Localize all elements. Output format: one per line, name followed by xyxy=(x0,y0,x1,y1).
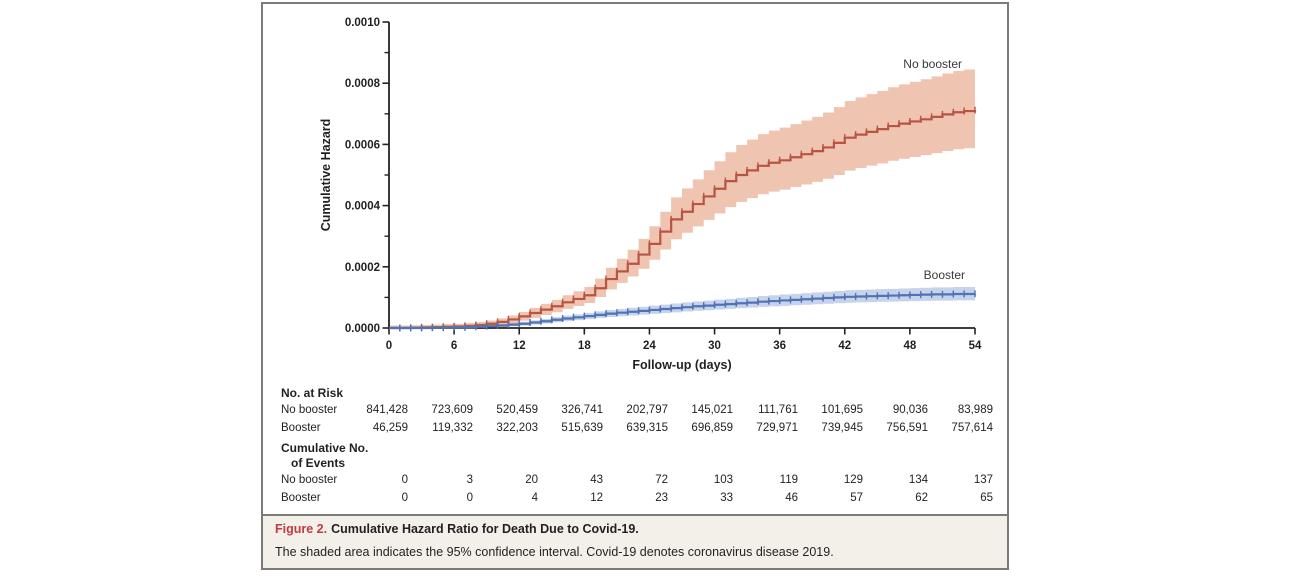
table-cell: 33 xyxy=(720,492,733,504)
x-tick-label: 6 xyxy=(451,340,457,352)
table-cell: 137 xyxy=(973,474,993,486)
y-axis-title: Cumulative Hazard xyxy=(319,119,333,232)
no-booster-ci-band xyxy=(389,68,975,328)
table-cell: 3 xyxy=(466,474,473,486)
table-cell: 145,021 xyxy=(691,404,733,416)
figure-number-label: Figure 2. xyxy=(275,522,328,536)
hazard-chart: 0.0000 0.0002 0.0004 0.0006 0.0008 0.0010 0 6 12… xyxy=(319,17,982,372)
y-tick-label: 0.0000 xyxy=(345,323,380,335)
table-cell: 729,971 xyxy=(756,422,798,434)
x-axis-title: Follow-up (days) xyxy=(632,358,731,372)
table-row-label: Booster xyxy=(281,492,321,504)
table-row-label: No booster xyxy=(281,474,338,486)
table-cell: 103 xyxy=(713,474,733,486)
table-cell: 723,609 xyxy=(431,404,473,416)
table-cell: 43 xyxy=(590,474,603,486)
table-cell: 101,695 xyxy=(821,404,863,416)
table-cell: 841,428 xyxy=(366,404,408,416)
figure-panel: 0.0000 0.0002 0.0004 0.0006 0.0008 0.0010 0 6 12… xyxy=(261,2,1009,570)
table-cell: 72 xyxy=(655,474,668,486)
table-cell: 90,036 xyxy=(892,404,928,416)
caption-body: The shaded area indicates the 95% confid… xyxy=(275,545,834,559)
table-cell: 4 xyxy=(531,492,538,504)
table-cell: 46,259 xyxy=(372,422,408,434)
x-tick-label: 30 xyxy=(708,340,721,352)
x-tick-label: 18 xyxy=(578,340,591,352)
table-cell: 326,741 xyxy=(561,404,603,416)
x-tick-label: 0 xyxy=(386,340,392,352)
table-cell: 12 xyxy=(590,492,603,504)
x-tick-label: 24 xyxy=(643,340,656,352)
table-cell: 515,639 xyxy=(561,422,603,434)
curve-label-booster: Booster xyxy=(924,268,965,282)
curve-label-no-booster: No booster xyxy=(903,57,962,71)
risk-table-heading: No. at Risk xyxy=(281,386,344,400)
booster-censor-marks xyxy=(399,290,976,332)
y-tick-label: 0.0006 xyxy=(345,139,380,151)
events-table-heading-line1: Cumulative No. xyxy=(281,441,369,455)
table-cell: 756,591 xyxy=(886,422,928,434)
chart-layers: 0.0000 0.0002 0.0004 0.0006 0.0008 0.0010 0 6 12… xyxy=(345,17,982,352)
table-cell: 739,945 xyxy=(821,422,863,434)
table-cell: 65 xyxy=(980,492,993,504)
figure-title: Cumulative Hazard Ratio for Death Due to… xyxy=(331,522,639,536)
table-cell: 0 xyxy=(401,474,408,486)
x-tick-label: 12 xyxy=(513,340,526,352)
table-cell: 57 xyxy=(850,492,863,504)
no-booster-curve xyxy=(389,109,977,330)
table-cell: 119 xyxy=(779,474,798,486)
events-table-heading-line2: of Events xyxy=(291,456,346,470)
x-tick-label: 54 xyxy=(969,340,982,352)
table-cell: 757,614 xyxy=(951,422,993,434)
table-row-values: 0 0 4 12 23 33 46 57 62 65 xyxy=(343,492,993,504)
table-row-label: Booster xyxy=(281,422,321,434)
table-cell: 202,797 xyxy=(626,404,668,416)
table-cell: 520,459 xyxy=(496,404,538,416)
table-cell: 696,859 xyxy=(691,422,733,434)
table-cell: 46 xyxy=(785,492,798,504)
y-tick-label: 0.0008 xyxy=(345,78,381,90)
x-tick-label: 36 xyxy=(773,340,786,352)
table-cell: 62 xyxy=(915,492,928,504)
table-cell: 119,332 xyxy=(432,422,473,434)
table-cell: 639,315 xyxy=(626,422,668,434)
table-cell: 129 xyxy=(843,474,863,486)
table-cell: 134 xyxy=(908,474,928,486)
table-row-values: 841,428 723,609 520,459 326,741 202,797 145,0… xyxy=(343,404,993,416)
y-tick-label: 0.0010 xyxy=(345,17,380,29)
x-tick-label: 48 xyxy=(903,340,916,352)
caption-panel: Figure 2. Cumulative Hazard Ratio for Dea… xyxy=(263,514,1007,568)
table-cell: 23 xyxy=(655,492,668,504)
table-row-values: 46,259 119,332 322,203 515,639 639,315 696,85… xyxy=(343,422,993,434)
table-row-values: 0 3 20 43 72 103 119 129 134 137 xyxy=(343,474,993,486)
table-cell: 111,761 xyxy=(758,404,798,416)
x-tick-label: 42 xyxy=(838,340,851,352)
y-tick-label: 0.0004 xyxy=(345,201,381,213)
y-tick-label: 0.0002 xyxy=(345,262,380,274)
table-cell: 322,203 xyxy=(496,422,538,434)
axes xyxy=(388,22,975,329)
table-cell: 0 xyxy=(401,492,408,504)
table-cell: 20 xyxy=(525,474,538,486)
table-row-label: No booster xyxy=(281,404,338,416)
caption-title-line: Figure 2. Cumulative Hazard Ratio for Dea… xyxy=(275,522,639,536)
table-cell: 0 xyxy=(466,492,473,504)
table-cell: 83,989 xyxy=(957,404,993,416)
